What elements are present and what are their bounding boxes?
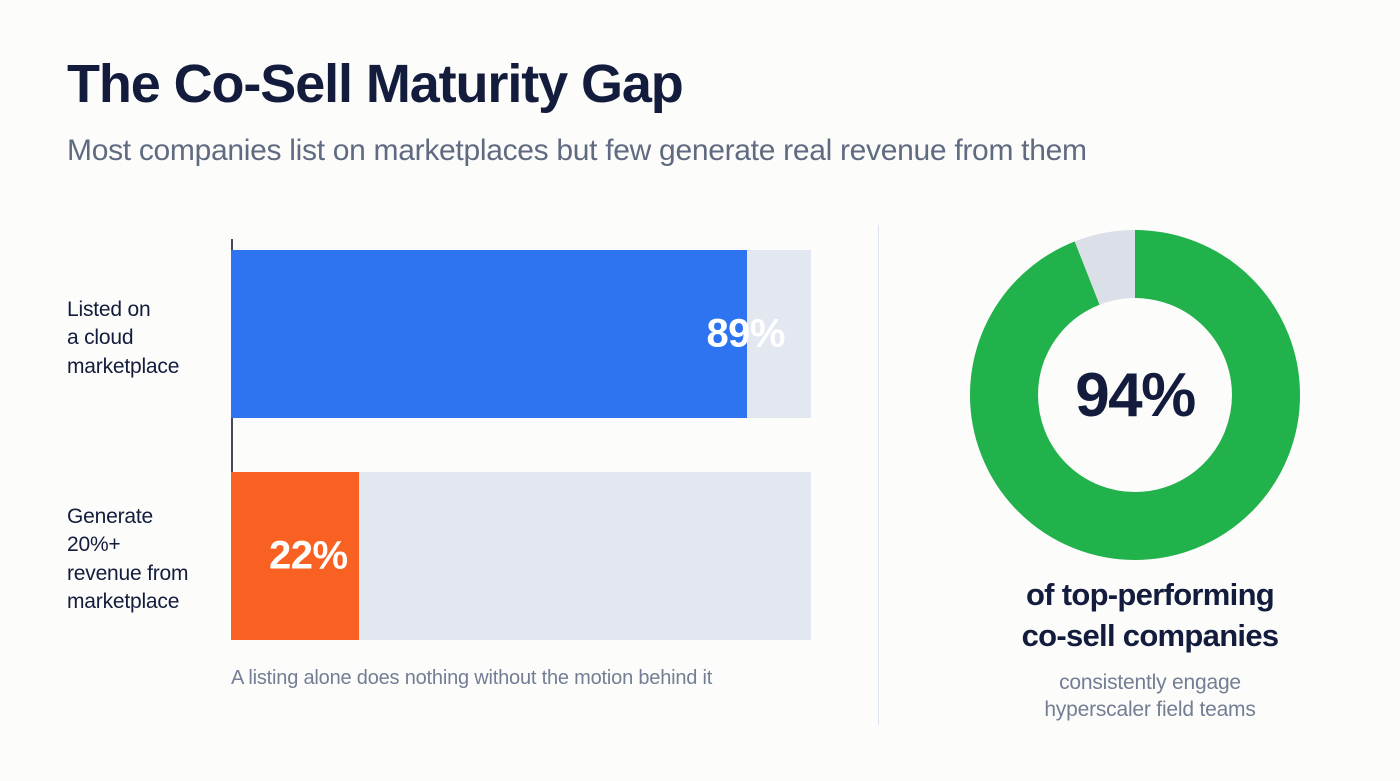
donut-caption-sub: consistently engage hyperscaler field te… — [900, 669, 1400, 724]
donut-value-arc — [970, 230, 1300, 560]
content-area: Listed on a cloud marketplace Generate 2… — [0, 225, 1400, 745]
bar-value-label: 89% — [706, 311, 785, 356]
bar-category-label-line: Listed on — [67, 298, 151, 321]
donut-caption-line: co-sell companies — [1021, 617, 1280, 653]
donut-caption-strong: of top-performing co-sell companies — [900, 575, 1400, 657]
bar-category-label-listed: Listed on a cloud marketplace — [67, 296, 237, 381]
bar-category-label-line: revenue from — [67, 561, 189, 585]
donut-graphic: 94% — [970, 230, 1300, 560]
bar-category-label-line: marketplace — [67, 590, 180, 614]
bar-fill-listed — [231, 250, 748, 418]
bar-category-label-line: 20%+ — [67, 533, 121, 557]
bar-category-label-line: a cloud — [67, 326, 134, 350]
donut-caption-line: of top-performing — [1025, 577, 1275, 612]
bar-category-label-line: Generate — [67, 505, 153, 528]
bar-fill-generate — [231, 472, 359, 640]
chart-axis-line — [231, 239, 233, 640]
bar-track: 89% — [231, 250, 811, 418]
bar-category-label-line: marketplace — [67, 354, 180, 378]
bar-value-label: 22% — [269, 533, 348, 578]
page-subtitle: Most companies list on marketplaces but … — [67, 133, 1087, 167]
column-divider — [878, 225, 879, 725]
donut-center-value: 94% — [1075, 360, 1196, 430]
donut-caption-sub-line: hyperscaler field teams — [1044, 698, 1256, 722]
bar-row: 89% — [231, 250, 811, 418]
donut-svg — [970, 230, 1300, 560]
bar-chart: Listed on a cloud marketplace Generate 2… — [0, 225, 860, 725]
donut-caption-sub-line: consistently engage — [1059, 670, 1241, 694]
bar-row: 22% — [231, 472, 811, 640]
page-title: The Co-Sell Maturity Gap — [67, 54, 684, 114]
donut-caption: of top-performing co-sell companies cons… — [900, 575, 1400, 723]
bar-chart-footnote: A listing alone does nothing without the… — [231, 667, 713, 689]
header: The Co-Sell Maturity Gap Most companies … — [67, 56, 1347, 169]
donut-chart: 94% of top-performing co-sell companies … — [900, 225, 1400, 725]
bar-category-label-generate: Generate 20%+ revenue from marketplace — [67, 503, 237, 616]
bar-track: 22% — [231, 472, 811, 640]
